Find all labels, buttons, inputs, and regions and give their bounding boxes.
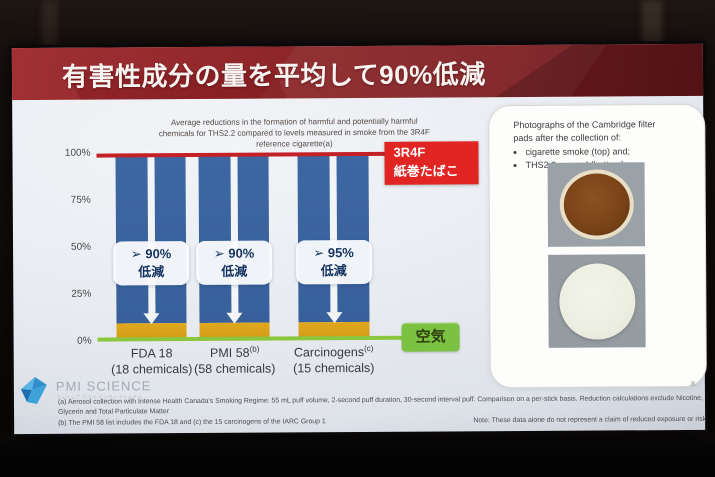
wall-highlight-left xyxy=(42,0,58,50)
arrow-head-icon xyxy=(226,312,243,324)
reference-label-3r4f: 3R4F 紙巻たばこ xyxy=(384,141,479,185)
footnotes: (a) Aerosol collection with Intense Heal… xyxy=(58,394,706,429)
photo-bottom-black-band xyxy=(0,433,715,477)
reduction-callout: ➢ 95% 低減 xyxy=(295,239,372,285)
reduction-value: ➢ 90% xyxy=(213,245,255,261)
arrow-head-icon xyxy=(143,313,160,325)
arrow-head-icon xyxy=(325,312,343,324)
clean-filter-pad-image xyxy=(558,262,636,340)
category-count: (58 chemicals) xyxy=(194,361,276,377)
category-count: (15 chemicals) xyxy=(293,361,375,376)
reduction-value: ➢ 95% xyxy=(313,245,354,261)
pmi-science-logo-icon xyxy=(20,376,47,404)
reduction-arrow-shaft xyxy=(146,155,155,316)
reduction-arrow-shaft xyxy=(229,154,238,315)
panel-heading: Photographs of the Cambridge filter pads… xyxy=(513,119,656,144)
x-label-carcinogens: Carcinogens(c) (15 chemicals) xyxy=(279,344,389,377)
photo-ths-aerosol-pad xyxy=(548,254,646,348)
category-sup: (c) xyxy=(364,343,374,353)
category-name: PMI 58 xyxy=(209,345,250,361)
y-tick-75: 75% xyxy=(70,194,91,206)
stained-filter-pad-image xyxy=(559,169,634,240)
bar-pmi58: ➢ 90% 低減 xyxy=(196,149,273,339)
photo-cigarette-smoke-pad xyxy=(547,162,646,247)
reduction-callout: ➢ 90% 低減 xyxy=(113,241,190,286)
category-name: FDA 18 xyxy=(130,346,173,361)
footnote-b: (b) The PMI 58 list includes the FDA 18 … xyxy=(58,417,326,427)
presentation-slide: 有害性成分の量を平均して90%低減 Average reductions in … xyxy=(11,43,707,435)
title-banner: 有害性成分の量を平均して90%低減 xyxy=(11,43,704,101)
y-tick-25: 25% xyxy=(71,288,92,300)
y-tick-100: 100% xyxy=(64,147,91,159)
reduction-value: ➢ 90% xyxy=(130,246,172,262)
category-sup: (b) xyxy=(249,344,260,354)
reduction-callout: ➢ 90% 低減 xyxy=(196,240,273,286)
reduction-word: 低減 xyxy=(221,263,248,279)
reduction-word: 低減 xyxy=(320,262,347,278)
y-tick-50: 50% xyxy=(70,241,92,253)
bar-fda18: ➢ 90% 低減 xyxy=(113,150,190,340)
y-tick-0: 0% xyxy=(77,335,92,347)
slide-title: 有害性成分の量を平均して90%低減 xyxy=(61,59,486,92)
baseline-air-line xyxy=(97,335,406,342)
pmi-science-logo: PMI SCIENCE フィリップ モリス インターナショナル xyxy=(20,375,152,406)
disclaimer-note: Note: These data alone do not represent … xyxy=(473,415,707,425)
logo-wordmark: PMI SCIENCE xyxy=(55,378,152,394)
bullet-cigarette-smoke: cigarette smoke (top) and; xyxy=(525,145,704,159)
reduction-word: 低減 xyxy=(138,263,165,279)
category-name: Carcinogens xyxy=(293,345,365,360)
filter-pad-photo-panel: Photographs of the Cambridge filter pads… xyxy=(488,103,707,389)
x-label-pmi58: PMI 58(b) (58 chemicals) xyxy=(180,344,290,377)
reduction-arrow-shaft xyxy=(329,154,338,315)
page-number: 8 xyxy=(690,380,695,388)
bar-carcinogens: ➢ 95% 低減 xyxy=(295,149,372,339)
baseline-label-air: 空気 xyxy=(401,322,460,352)
